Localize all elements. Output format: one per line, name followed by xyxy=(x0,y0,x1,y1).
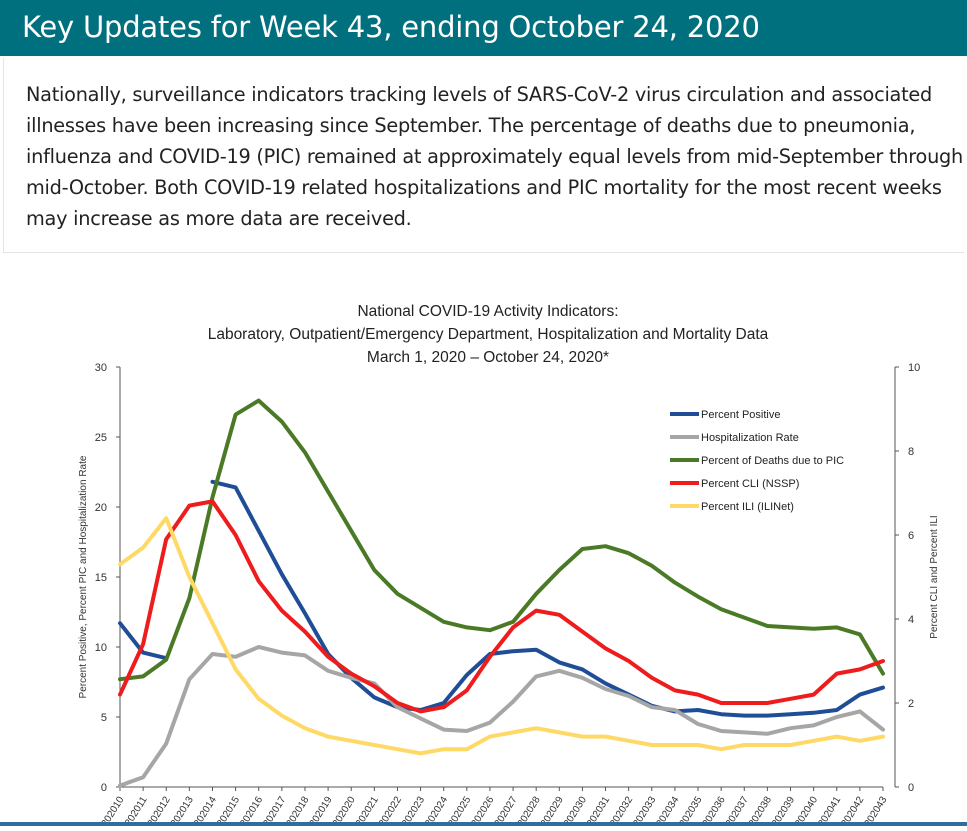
y2-tick-label: 4 xyxy=(908,614,914,626)
legend-label-percent-of-deaths-due-to-pic: Percent of Deaths due to PIC xyxy=(701,455,844,467)
legend-label-percent-ili-ilinet: Percent ILI (ILINet) xyxy=(701,501,794,513)
y2-tick-label: 6 xyxy=(908,530,914,542)
bottom-divider xyxy=(0,822,967,826)
series-line-percent-ili-ilinet xyxy=(118,516,885,756)
legend-label-percent-cli-nssp: Percent CLI (NSSP) xyxy=(701,478,799,490)
chart-series xyxy=(118,398,885,788)
summary-panel: Nationally, surveillance indicators trac… xyxy=(3,58,964,253)
y2-tick-label: 2 xyxy=(908,698,914,710)
y-tick-label: 25 xyxy=(95,432,107,444)
y2-tick-label: 8 xyxy=(908,446,914,458)
legend-label-hospitalization-rate: Hospitalization Rate xyxy=(701,432,799,444)
page-header: Key Updates for Week 43, ending October … xyxy=(0,0,967,56)
summary-text: Nationally, surveillance indicators trac… xyxy=(26,83,963,230)
activity-chart: National COVID-19 Activity Indicators: L… xyxy=(0,255,967,829)
page-title: Key Updates for Week 43, ending October … xyxy=(22,10,760,44)
chart-legend: Percent Positive Hospitalization Rate Perc… xyxy=(670,409,844,513)
y2-tick-label: 10 xyxy=(908,362,920,374)
series-line-percent-positive xyxy=(118,621,169,661)
chart-title-line-1: National COVID-19 Activity Indicators: xyxy=(357,303,618,320)
chart-title-line-2: Laboratory, Outpatient/Emergency Departm… xyxy=(208,326,769,343)
legend-label-percent-positive: Percent Positive xyxy=(701,409,780,421)
y-tick-label: 5 xyxy=(101,712,107,724)
y-tick-label: 30 xyxy=(95,362,107,374)
y-tick-label: 20 xyxy=(95,502,107,514)
y2-tick-label: 0 xyxy=(908,782,914,794)
chart-svg: National COVID-19 Activity Indicators: L… xyxy=(78,303,940,829)
series-line-percent-positive xyxy=(210,479,885,718)
chart-title-line-3: March 1, 2020 – October 24, 2020* xyxy=(367,349,609,366)
y2-axis-label: Percent CLI and Percent ILI xyxy=(929,515,940,638)
series-line-percent-of-deaths-due-to-pic xyxy=(118,398,885,682)
y-tick-label: 15 xyxy=(95,572,107,584)
y-tick-label: 0 xyxy=(101,782,107,794)
y-tick-label: 10 xyxy=(95,642,107,654)
series-line-percent-cli-nssp xyxy=(118,499,885,714)
y-axis-label: Percent Positive, Percent PIC and Hospit… xyxy=(78,455,89,698)
series-line-hospitalization-rate xyxy=(118,645,885,788)
